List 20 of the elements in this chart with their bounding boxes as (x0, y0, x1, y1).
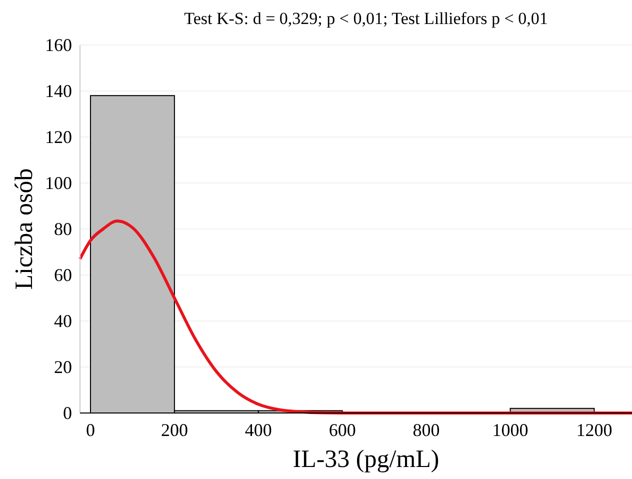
x-tick-label: 1200 (576, 420, 612, 440)
line-series (78, 219, 632, 414)
x-tick-label: 200 (160, 420, 188, 440)
y-tick-label: 120 (45, 126, 72, 147)
y-tick-label: 160 (45, 34, 72, 55)
x-tick-label: 400 (244, 420, 272, 440)
y-tick-label: 0 (63, 402, 72, 423)
x-tick-label: 0 (86, 420, 95, 440)
y-tick-label: 80 (54, 218, 72, 239)
y-tick-label: 20 (54, 356, 72, 377)
y-tick-label: 40 (54, 310, 72, 331)
chart-title: Test K-S: d = 0,329; p < 0,01; Test Lilliefors p < 0,01 (184, 9, 548, 28)
y-tick-label: 60 (54, 264, 72, 285)
y-tick-label: 140 (45, 80, 72, 101)
x-tick-label: 1000 (492, 420, 528, 440)
x-axis-title: IL-33 (pg/mL) (292, 446, 440, 473)
x-tick-label: 800 (412, 420, 440, 440)
y-axis-title: Liczba osób (11, 168, 38, 290)
x-tick-label: 600 (328, 420, 356, 440)
y-tick-label: 100 (45, 172, 72, 193)
